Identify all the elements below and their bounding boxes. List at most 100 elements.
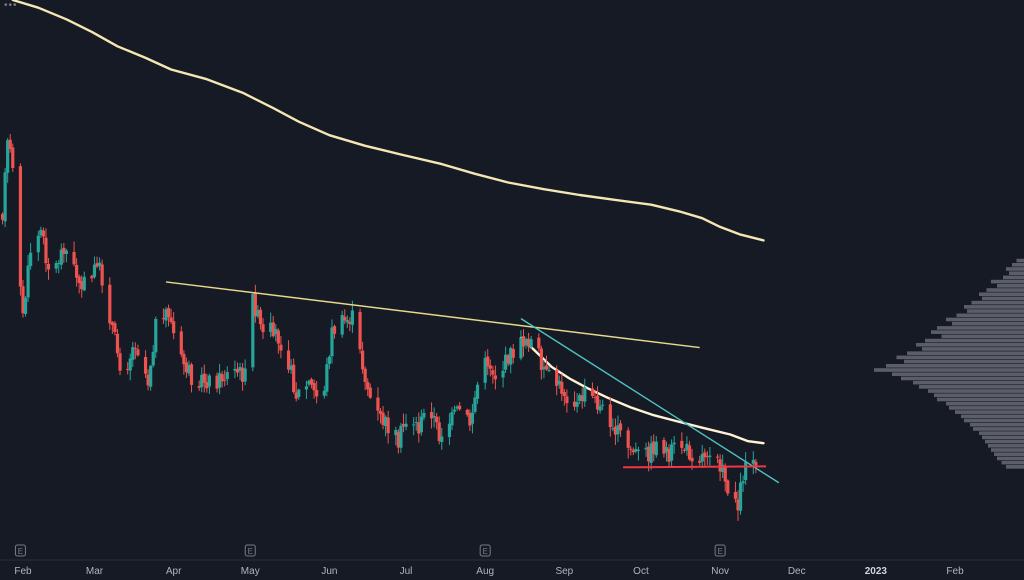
volume-profile-bar [892,372,1024,377]
time-axis-label: Dec [788,566,806,577]
volume-profile-bar [991,448,1024,452]
volume-profile-bar [973,427,1024,431]
candle-body [243,368,247,382]
candle-body [539,348,543,370]
candle-body [506,355,510,364]
trendlines[interactable] [165,281,780,484]
candle-body [271,322,275,337]
candle-body [682,449,686,451]
trendline-3[interactable] [623,465,767,469]
candle-body [386,417,390,434]
candle-body [654,441,658,456]
volume-profile-bar [985,439,1024,444]
candle-body [647,446,651,462]
candle-body [754,461,758,466]
candle-body [343,316,347,321]
volume-profile-bar [991,279,1024,284]
candle-body [738,482,743,511]
earnings-marker-icon[interactable] [244,544,256,557]
candle-body [126,369,130,371]
candle-body [718,459,722,472]
earnings-marker-icon[interactable] [14,544,26,557]
candle-body [80,281,84,290]
time-axis-label: Sep [555,566,573,577]
volume-profile-bar [913,380,1024,385]
candle-body [751,459,755,464]
candle-body [544,365,549,370]
candle-body [419,416,423,433]
earnings-marker-label: E [248,547,253,556]
candle-body [113,323,117,332]
candle-body [504,354,508,370]
candle-body [598,406,602,411]
volume-profile-bar [994,452,1024,457]
candle-body [8,139,12,149]
candle-body [345,320,349,323]
candle-body [143,356,148,374]
candle-body [327,356,332,364]
candle-body [465,409,469,415]
candle-body [3,172,7,222]
candle-body [21,286,25,314]
trendline-2[interactable] [520,318,780,484]
candle-body [187,364,191,374]
candle-body [611,428,615,430]
candle-body [555,370,559,386]
candle-body [46,263,51,270]
candle-body [383,416,388,427]
candle-body [325,364,329,392]
candle-body [557,380,561,385]
volume-profile-bar [931,330,1024,334]
time-axis-label: Apr [166,566,182,577]
candle-body [560,381,564,394]
candle-body [95,263,99,267]
trendline-1[interactable] [165,281,700,349]
candle-body [521,336,526,347]
candle-body [64,250,68,255]
candle-body [595,395,600,410]
candle-body [189,364,194,385]
candle-body [509,348,513,365]
candle-body [670,444,674,461]
candle-body [62,247,66,254]
time-axis[interactable]: Feb Mar Apr May Jun Jul Aug Sep Oct Nov Dec 2023 Feb [14,566,964,577]
candle-body [473,397,477,412]
candle-body [59,249,63,265]
candle-body [404,423,408,427]
candle-body [700,454,704,462]
more-options-icon[interactable]: ••• [4,0,18,11]
time-axis-label: Feb [946,566,964,577]
candle-body [537,337,541,349]
candle-body [687,445,692,460]
candle-body [703,452,707,458]
candle-body [26,265,30,298]
candle-body [562,392,566,397]
earnings-marker-icon[interactable] [479,544,491,557]
candle-body [626,430,630,448]
candle-body [233,368,237,371]
candle-body [475,384,480,399]
candle-body [223,379,227,381]
candle-body [304,386,309,390]
candle-body [75,265,79,278]
volume-profile-bar [1016,258,1024,263]
volume-profile-bar [997,456,1024,461]
volume-profile [874,258,1024,469]
candle-body [36,235,40,253]
candle-body [238,367,242,371]
candle-body [136,349,140,356]
candle-body [312,382,316,391]
candle-body [128,358,132,371]
candle-body [115,333,120,354]
candle-body [256,309,260,317]
volume-profile-bar [967,309,1024,313]
earnings-marker-icon[interactable] [714,544,726,557]
candle-body [483,357,487,383]
earnings-marker-label: E [483,547,488,556]
candle-body [736,499,740,511]
candle-body [166,308,171,318]
candle-body [723,465,727,482]
